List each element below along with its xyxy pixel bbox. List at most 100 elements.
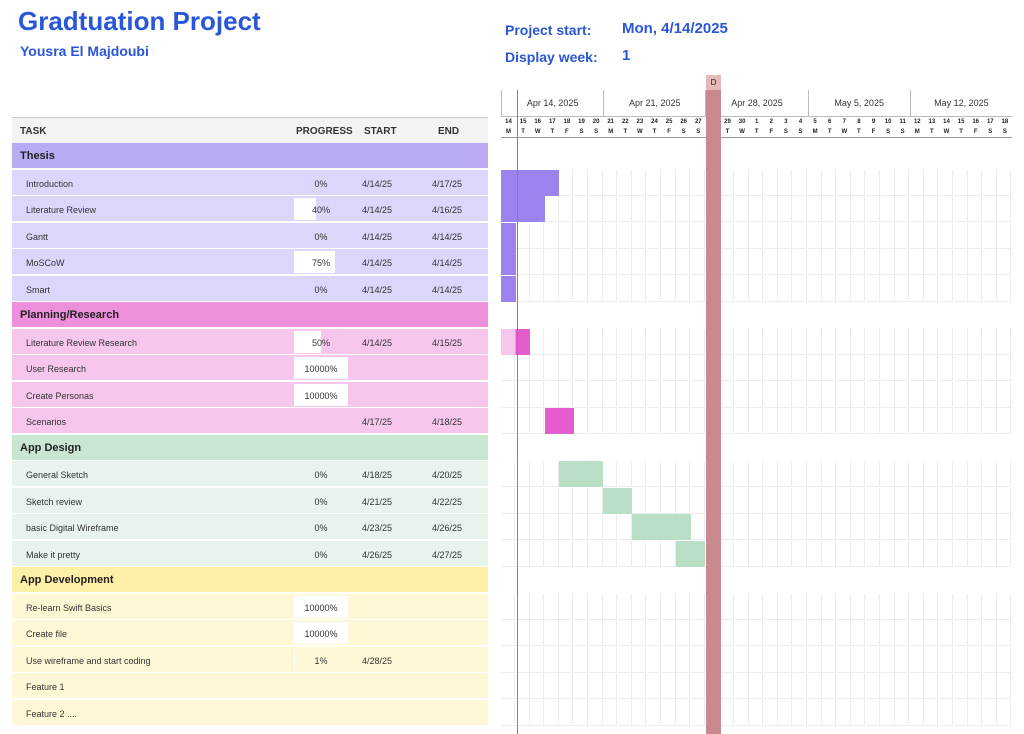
progress-cell[interactable]: 40%	[294, 198, 348, 220]
end-date[interactable]: 4/26/25	[432, 523, 463, 533]
progress-cell[interactable]: 10000%	[294, 383, 348, 406]
task-name[interactable]: Make it pretty	[26, 549, 81, 560]
task-bar[interactable]	[501, 169, 560, 196]
start-date[interactable]: 4/17/25	[362, 417, 393, 427]
end-date[interactable]: 4/14/25	[432, 284, 463, 295]
section-row[interactable]: Planning/Research	[12, 302, 488, 328]
end-date[interactable]: 4/17/25	[432, 178, 463, 189]
task-name[interactable]: Literature Review	[26, 205, 97, 215]
section-row[interactable]: Thesis	[12, 143, 488, 169]
start-date[interactable]: 4/26/25	[362, 549, 393, 560]
section-row[interactable]: App Design	[12, 434, 488, 461]
task-row[interactable]: Literature Review 40% 4/14/25 4/16/25	[12, 196, 488, 222]
start-date[interactable]: 4/14/25	[362, 337, 393, 348]
progress-cell[interactable]: 0%	[294, 463, 348, 485]
task-name[interactable]: Create file	[26, 629, 68, 639]
task-name[interactable]: Re-learn Swift Basics	[26, 602, 112, 613]
task-row[interactable]: Create file 10000%	[12, 620, 488, 646]
task-name[interactable]: basic Digital Wireframe	[26, 523, 119, 533]
start-date[interactable]: 4/18/25	[362, 470, 393, 480]
task-bar[interactable]	[544, 408, 574, 434]
start-date[interactable]: 4/28/25	[362, 655, 393, 666]
task-name[interactable]: Introduction	[26, 178, 74, 189]
display-week-value[interactable]: 1	[622, 47, 631, 64]
task-row[interactable]: Literature Review Research 50% 4/14/25 4/15…	[12, 328, 488, 355]
task-row[interactable]: Gantt 0% 4/14/25 4/14/25	[12, 222, 488, 249]
task-bar[interactable]	[501, 328, 531, 355]
progress-cell[interactable]: 75%	[294, 251, 348, 273]
start-date[interactable]: 4/14/25	[362, 284, 393, 295]
gantt-cell	[793, 461, 807, 487]
progress-cell[interactable]: 1%	[294, 648, 348, 671]
task-name[interactable]: Gantt	[26, 231, 49, 242]
task-row[interactable]: Make it pretty 0% 4/26/25 4/27/25	[12, 540, 488, 567]
task-bar[interactable]	[632, 514, 691, 540]
task-name[interactable]: Feature 2 ....	[26, 708, 78, 719]
task-row[interactable]: basic Digital Wireframe 0% 4/23/25 4/26/25	[12, 514, 488, 540]
task-name[interactable]: Sketch review	[26, 496, 83, 507]
task-row[interactable]: Introduction 0% 4/14/25 4/17/25	[12, 169, 488, 196]
start-date[interactable]: 4/14/25	[362, 178, 393, 189]
progress-cell[interactable]: 0%	[294, 543, 348, 565]
task-name[interactable]: Create Personas	[26, 390, 94, 401]
task-bar[interactable]	[501, 222, 516, 249]
end-date[interactable]: 4/15/25	[432, 337, 463, 348]
task-name[interactable]: Scenarios	[26, 417, 67, 427]
progress-cell[interactable]: 50%	[294, 330, 348, 353]
project-start-value[interactable]: Mon, 4/14/2025	[622, 20, 728, 37]
end-date[interactable]: 4/14/25	[432, 258, 463, 268]
progress-cell[interactable]: 0%	[294, 516, 348, 538]
task-bar[interactable]	[559, 461, 604, 487]
progress-cell[interactable]	[294, 675, 348, 697]
start-date[interactable]: 4/14/25	[362, 258, 393, 268]
task-name[interactable]: MoSCoW	[26, 258, 65, 268]
progress-cell[interactable]: 0%	[294, 172, 348, 194]
task-bar[interactable]	[501, 196, 545, 222]
task-row[interactable]: Scenarios 4/17/25 4/18/25	[12, 408, 488, 434]
end-date[interactable]: 4/22/25	[432, 496, 463, 507]
start-date[interactable]: 4/23/25	[362, 523, 393, 533]
end-date[interactable]: 4/16/25	[432, 205, 463, 215]
task-name[interactable]: General Sketch	[26, 470, 89, 480]
end-date[interactable]: 4/18/25	[432, 417, 463, 427]
task-bar[interactable]	[676, 540, 706, 567]
progress-cell[interactable]	[294, 410, 348, 432]
gantt-cell	[530, 620, 545, 646]
start-date[interactable]: 4/14/25	[362, 205, 393, 215]
end-date[interactable]: 4/14/25	[432, 231, 463, 242]
task-row[interactable]: Re-learn Swift Basics 10000%	[12, 593, 488, 620]
progress-cell[interactable]: 10000%	[294, 622, 348, 644]
task-row[interactable]: Use wireframe and start coding 1% 4/28/25	[12, 646, 488, 673]
section-row[interactable]: App Development	[12, 567, 488, 593]
task-row[interactable]: Feature 2 ....	[12, 699, 488, 726]
gantt-cell	[807, 196, 822, 222]
task-bar[interactable]	[501, 275, 516, 302]
task-name[interactable]: Feature 1	[26, 682, 65, 692]
task-row[interactable]: Create Personas 10000%	[12, 381, 488, 408]
task-name[interactable]: Smart	[26, 284, 51, 295]
task-row[interactable]: General Sketch 0% 4/18/25 4/20/25	[12, 461, 488, 487]
day-number: 20	[592, 119, 600, 125]
end-date[interactable]: 4/27/25	[432, 549, 463, 560]
progress-cell[interactable]: 0%	[294, 225, 348, 247]
task-row[interactable]: Feature 1	[12, 673, 488, 699]
task-row[interactable]: Sketch review 0% 4/21/25 4/22/25	[12, 487, 488, 514]
progress-cell[interactable]: 10000%	[294, 357, 348, 379]
gantt-cell	[647, 646, 661, 673]
task-bar[interactable]	[501, 249, 516, 275]
progress-cell[interactable]: 0%	[294, 490, 348, 512]
task-name[interactable]: Literature Review Research	[26, 337, 138, 348]
progress-cell[interactable]	[294, 702, 348, 724]
task-name[interactable]: Use wireframe and start coding	[26, 655, 151, 666]
start-date[interactable]: 4/14/25	[362, 231, 393, 242]
start-date[interactable]: 4/21/25	[362, 496, 393, 507]
progress-cell[interactable]: 0%	[294, 278, 348, 300]
end-date[interactable]: 4/20/25	[432, 470, 463, 480]
gantt-cell	[822, 169, 837, 196]
task-bar[interactable]	[603, 487, 633, 514]
task-row[interactable]: User Research 10000%	[12, 355, 488, 381]
task-row[interactable]: Smart 0% 4/14/25 4/14/25	[12, 275, 488, 302]
task-name[interactable]: User Research	[26, 364, 87, 374]
task-row[interactable]: MoSCoW 75% 4/14/25 4/14/25	[12, 249, 488, 275]
progress-cell[interactable]: 10000%	[294, 595, 348, 618]
